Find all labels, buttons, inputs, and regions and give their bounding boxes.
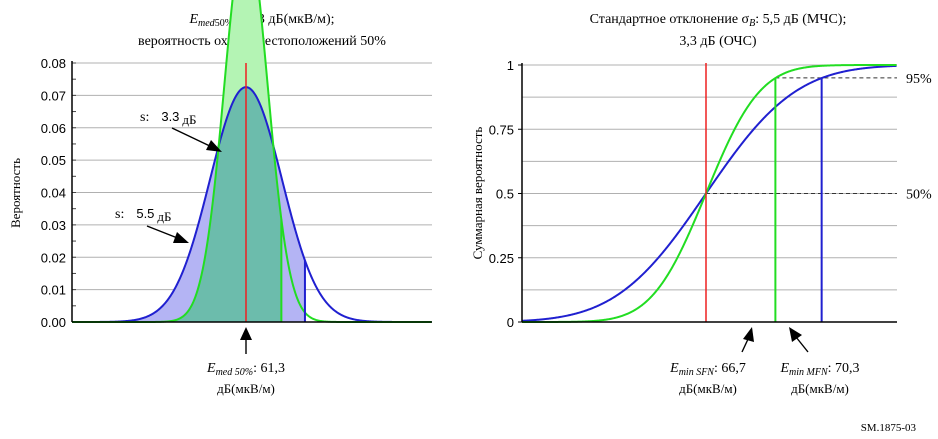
mfn-min-sub: min MFN xyxy=(789,367,829,378)
right-axes xyxy=(521,63,897,323)
left-y-tick-label: 0.08 xyxy=(41,56,66,71)
left-y-axis-label: Вероятность xyxy=(8,158,23,228)
right-y-axis-label: Суммарная вероятность xyxy=(470,127,485,260)
sfn-sigma-label: s: 3.3 дБ xyxy=(140,109,197,127)
right-title-sub: B xyxy=(749,18,755,29)
overlap-area xyxy=(72,87,282,322)
mfn-sigma-arrow xyxy=(146,225,189,243)
left-y-tick-labels: 0.00 0.01 0.02 0.03 0.04 0.05 0.06 0.07 0.08 xyxy=(41,56,66,330)
median-sub: med 50% xyxy=(216,367,254,378)
left-axes xyxy=(71,61,432,323)
right-y-tick-label: 1 xyxy=(507,58,514,73)
left-y-tick-label: 0.03 xyxy=(41,218,66,233)
mfn-min-rest: : 70,3 xyxy=(828,361,860,376)
left-y-tick-label: 0.05 xyxy=(41,153,66,168)
right-title-prefix: Стандартное отклонение σ xyxy=(590,12,750,27)
sfn-min-annotation: Emin SFN: 66,7 xyxy=(669,361,746,378)
median-arrow xyxy=(240,327,252,354)
left-y-tick-label: 0.06 xyxy=(41,121,66,136)
left-y-tick-label: 0.02 xyxy=(41,250,66,265)
median-rest: : 61,3 xyxy=(253,361,285,376)
median-var: E xyxy=(206,361,216,376)
figure-id: SM.1875-03 xyxy=(861,422,917,434)
right-y-tick-label: 0.5 xyxy=(496,187,514,202)
cdf-chart: Стандартное отклонение σB: 5,5 дБ (МЧС);… xyxy=(470,12,932,396)
mfn-sigma-value: 5.5 xyxy=(136,206,154,221)
median-annotation-unit: дБ(мкВ/м) xyxy=(217,381,275,396)
right-y-tick-label: 0.25 xyxy=(489,251,514,266)
left-title-sub2: 50% xyxy=(215,18,233,29)
right-reference-levels: 95% 50% xyxy=(706,72,932,203)
sfn-sigma-arrow xyxy=(171,127,222,152)
right-y-tick-label: 0.75 xyxy=(489,122,514,137)
reference-label: 95% xyxy=(906,72,932,87)
mfn-min-arrow xyxy=(789,327,809,353)
pdf-chart: Emed50%: 61,3 дБ(мкВ/м); вероятность охв… xyxy=(8,0,432,396)
right-y-tick-label: 0 xyxy=(507,315,514,330)
left-title-sub: med xyxy=(198,18,216,29)
mfn-sigma-unit: дБ xyxy=(157,209,171,224)
right-title-line2: 3,3 дБ (ОЧС) xyxy=(679,34,757,49)
sfn-min-arrow xyxy=(741,327,754,353)
mfn-min-unit: дБ(мкВ/м) xyxy=(791,381,849,396)
sfn-min-sub: min SFN xyxy=(679,367,716,378)
left-y-tick-label: 0.04 xyxy=(41,186,66,201)
sfn-sigma-value: 3.3 xyxy=(161,109,179,124)
mfn-cdf-curve xyxy=(521,64,897,322)
sfn-min-unit: дБ(мкВ/м) xyxy=(679,381,737,396)
sfn-min-rest: : 66,7 xyxy=(714,361,746,376)
right-title-rest: : 5,5 дБ (МЧС); xyxy=(755,12,846,27)
sfn-sigma-unit: дБ xyxy=(182,112,196,127)
mfn-min-annotation: Emin MFN: 70,3 xyxy=(779,361,859,378)
median-annotation: Emed 50%: 61,3 xyxy=(206,361,285,378)
mfn-min-var: E xyxy=(779,361,789,376)
left-title-var: E xyxy=(188,12,198,27)
mfn-sigma-prefix: s: xyxy=(115,207,124,222)
right-curves xyxy=(521,63,897,323)
reference-label: 50% xyxy=(906,188,932,203)
right-y-tick-labels: 0 0.25 0.5 0.75 1 xyxy=(489,58,514,330)
sfn-min-var: E xyxy=(669,361,679,376)
mfn-sigma-label: s: 5.5 дБ xyxy=(115,206,172,224)
left-y-tick-label: 0.07 xyxy=(41,88,66,103)
left-y-tick-label: 0.00 xyxy=(41,315,66,330)
right-title-line1: Стандартное отклонение σB: 5,5 дБ (МЧС); xyxy=(590,12,847,29)
left-y-tick-label: 0.01 xyxy=(41,283,66,298)
sfn-sigma-prefix: s: xyxy=(140,110,149,125)
